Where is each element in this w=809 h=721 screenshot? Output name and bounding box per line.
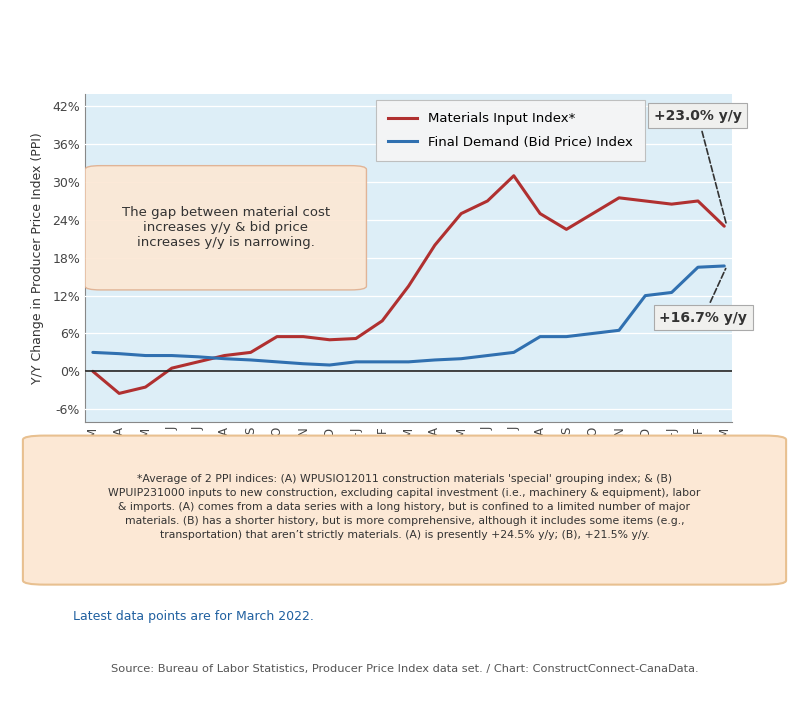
FancyBboxPatch shape [23, 435, 786, 585]
FancyBboxPatch shape [85, 166, 366, 290]
Text: +23.0% y/y: +23.0% y/y [654, 109, 742, 224]
Text: U.S. CONSTRUCTION BID PRICES (Y/Y) vs: U.S. CONSTRUCTION BID PRICES (Y/Y) vs [205, 20, 604, 38]
Text: Latest data points are for March 2022.: Latest data points are for March 2022. [74, 610, 314, 623]
Legend: Materials Input Index*, Final Demand (Bid Price) Index: Materials Input Index*, Final Demand (Bi… [376, 100, 645, 161]
Text: MATERIAL INPUT COSTS (Y/Y) –  MARCH 2022: MATERIAL INPUT COSTS (Y/Y) – MARCH 2022 [184, 50, 625, 68]
Text: +16.7% y/y: +16.7% y/y [659, 268, 748, 324]
X-axis label: Year & Month: Year & Month [362, 457, 455, 471]
Text: The gap between material cost
increases y/y & bid price
increases y/y is narrowi: The gap between material cost increases … [121, 206, 330, 249]
Text: Source: Bureau of Labor Statistics, Producer Price Index data set. / Chart: Cons: Source: Bureau of Labor Statistics, Prod… [111, 664, 698, 674]
Text: *Average of 2 PPI indices: (A) WPUSIO12011 construction materials 'special' grou: *Average of 2 PPI indices: (A) WPUSIO120… [108, 474, 701, 540]
Y-axis label: Y/Y Change in Producer Price Index (PPI): Y/Y Change in Producer Price Index (PPI) [31, 132, 44, 384]
